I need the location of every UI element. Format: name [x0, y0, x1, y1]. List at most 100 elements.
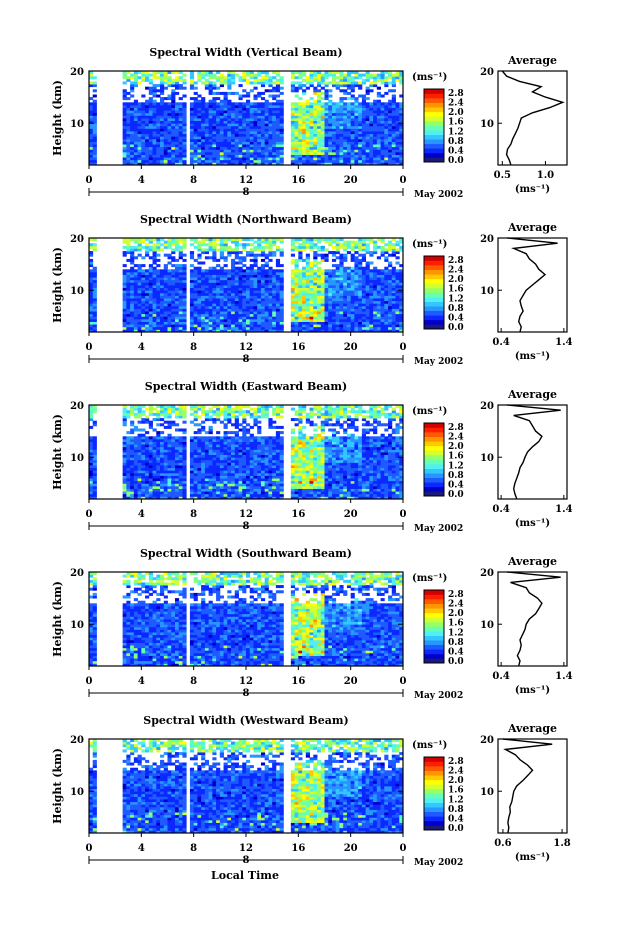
heatmap-cell [328, 115, 333, 119]
heatmap-cell [216, 269, 221, 273]
heatmap-cell [313, 107, 318, 111]
heatmap-cell [227, 313, 232, 317]
heatmap-cell [246, 144, 251, 148]
heatmap-cell [343, 154, 348, 158]
heatmap-cell [264, 321, 269, 325]
heatmap-cell [335, 110, 340, 114]
heatmap-cell [302, 271, 307, 275]
heatmap-cell [89, 146, 94, 150]
heatmap-cell [141, 104, 146, 108]
heatmap-cell [160, 157, 165, 161]
heatmap-cell [272, 240, 277, 244]
heatmap-cell [373, 120, 378, 124]
heatmap-cell [201, 128, 206, 132]
heatmap-cell [399, 157, 404, 161]
heatmap-cell [92, 115, 97, 119]
heatmap-cell [208, 324, 213, 328]
heatmap-cell [298, 84, 303, 88]
heatmap-cell [384, 251, 389, 255]
heatmap-cell [249, 120, 254, 124]
heatmap-cell [178, 125, 183, 129]
heatmap-cell [145, 431, 150, 435]
heatmap-cell [305, 102, 310, 106]
heatmap-cell [339, 120, 344, 124]
heatmap-cell [130, 133, 135, 137]
heatmap-cell [264, 141, 269, 145]
heatmap-cell [275, 162, 281, 166]
heatmap-cell [388, 123, 393, 127]
heatmap-cell [122, 102, 127, 106]
heatmap-cell [358, 279, 363, 283]
heatmap-cell [365, 133, 370, 137]
heatmap-cell [317, 240, 322, 244]
heatmap-cell [380, 308, 385, 312]
heatmap-cell [122, 112, 127, 116]
heatmap-cell [324, 253, 329, 257]
heatmap-cell [197, 123, 202, 127]
heatmap-cell [399, 146, 404, 150]
heatmap-cell [343, 112, 348, 116]
heatmap-cell [197, 311, 202, 315]
heatmap-cell [279, 107, 284, 111]
heatmap-cell [145, 243, 150, 247]
heatmap-cell [238, 144, 243, 148]
heatmap-cell [275, 298, 281, 302]
heatmap-cell [212, 326, 217, 330]
heatmap-cell [212, 138, 217, 142]
heatmap-cell [130, 321, 135, 325]
heatmap-cell [126, 305, 131, 309]
heatmap-cell [350, 102, 355, 106]
heatmap-cell [365, 290, 370, 294]
heatmap-cell [290, 104, 295, 108]
heatmap-cell [145, 107, 150, 111]
heatmap-cell [197, 162, 202, 166]
colorbar: (ms⁻¹)2.82.42.01.61.20.80.40.0 [412, 239, 464, 333]
heatmap-cell [219, 326, 224, 330]
heatmap-cell [219, 321, 224, 325]
heatmap-cell [204, 112, 210, 116]
heatmap-cell [148, 159, 153, 163]
heatmap-cell [246, 238, 251, 242]
heatmap-cell [246, 141, 251, 145]
heatmap-cell [369, 253, 374, 257]
heatmap-cell [92, 141, 97, 145]
heatmap-cell [156, 144, 161, 148]
heatmap-cell [309, 149, 314, 153]
heatmap-cell [302, 125, 307, 129]
heatmap-cell [395, 112, 400, 116]
heatmap-cell [145, 104, 150, 108]
heatmap-cell [141, 454, 146, 458]
heatmap-cell [167, 295, 172, 299]
heatmap-cell [275, 248, 281, 252]
heatmap-cell [193, 308, 198, 312]
heatmap-cell [219, 73, 224, 77]
heatmap-cell [335, 118, 340, 122]
heatmap-cell [331, 125, 337, 129]
heatmap-cell [249, 107, 254, 111]
heatmap-cell [320, 274, 325, 278]
heatmap-cell [92, 303, 97, 307]
heatmap-cell [141, 151, 146, 155]
heatmap-cell [305, 240, 310, 244]
heatmap-cell [152, 131, 157, 135]
heatmap-cell [328, 308, 333, 312]
heatmap-cell [358, 118, 363, 122]
heatmap-cell [249, 258, 254, 262]
heatmap-cell [234, 277, 239, 281]
heatmap-cell [152, 282, 157, 286]
heatmap-cell [152, 91, 157, 95]
heatmap-cell [279, 321, 284, 325]
heatmap-cell [279, 136, 284, 140]
heatmap-cell [234, 128, 239, 132]
heatmap-cell [167, 311, 172, 315]
heatmap-cell [212, 316, 217, 320]
heatmap-cell [365, 287, 370, 291]
heatmap-cell [163, 86, 168, 90]
heatmap-cell [290, 305, 295, 309]
heatmap-cell [126, 326, 131, 330]
heatmap-cell [391, 151, 396, 155]
heatmap-cell [193, 86, 198, 90]
heatmap-cell [294, 300, 299, 304]
heatmap-cell [145, 305, 150, 309]
heatmap-cell [156, 305, 161, 309]
